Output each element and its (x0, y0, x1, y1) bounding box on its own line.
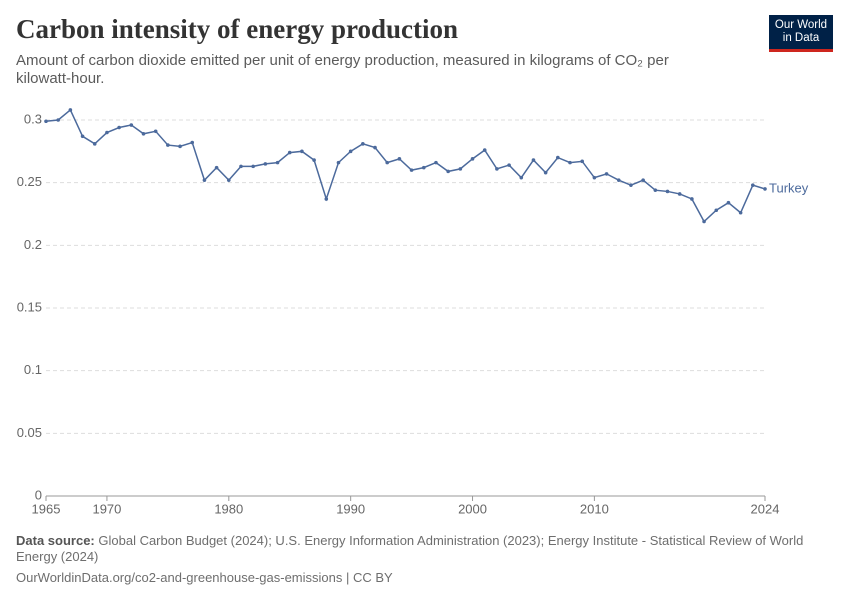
x-tick-label: 1980 (214, 501, 243, 516)
chart-title: Carbon intensity of energy production (16, 14, 459, 44)
data-point (397, 157, 402, 161)
data-point (348, 149, 353, 154)
logo-text: Our World (774, 19, 828, 31)
data-point (531, 158, 536, 162)
data-point (714, 208, 719, 213)
data-point (653, 188, 658, 192)
x-tick-label: 2000 (458, 501, 487, 516)
logo-text: in Data (782, 32, 820, 44)
data-point (275, 160, 280, 165)
data-point (202, 178, 207, 182)
data-point (495, 167, 499, 171)
x-tick-label: 2010 (580, 501, 609, 516)
data-point (482, 148, 487, 152)
x-tick-label: 2024 (751, 501, 780, 516)
data-point (409, 168, 414, 172)
data-point (677, 192, 682, 196)
data-point (458, 167, 463, 171)
data-point (556, 155, 560, 160)
data-point (166, 143, 170, 147)
data-point (738, 210, 743, 215)
data-point (592, 175, 597, 180)
data-point (141, 131, 146, 136)
data-point (336, 160, 341, 165)
y-tick-label: 0.05 (17, 425, 42, 440)
data-point (226, 178, 231, 182)
source-note: Data source: Global Carbon Budget (2024)… (16, 533, 816, 565)
data-point (616, 178, 621, 182)
data-point (470, 157, 475, 161)
logo[interactable]: Our World in Data (769, 15, 833, 52)
data-point (117, 125, 121, 130)
data-point (56, 118, 60, 122)
y-tick-label: 0.2 (24, 237, 42, 252)
data-point (726, 200, 731, 205)
source-url[interactable]: OurWorldinData.org/co2-and-greenhouse-ga… (16, 570, 393, 585)
data-point (763, 187, 767, 191)
data-point (68, 108, 73, 112)
data-point (568, 160, 572, 165)
data-point (580, 159, 585, 164)
data-point (604, 172, 609, 176)
source-text: Global Carbon Budget (2024); U.S. Energy… (16, 533, 804, 564)
data-point (543, 170, 548, 175)
y-tick-label: 0 (35, 487, 42, 502)
y-tick-label: 0.15 (17, 299, 42, 314)
data-point (300, 149, 304, 154)
data-point (519, 175, 524, 180)
data-point (178, 144, 182, 149)
chart-subtitle: Amount of carbon dioxide emitted per uni… (16, 52, 669, 87)
data-point (641, 178, 645, 182)
data-point (361, 142, 365, 146)
data-point (507, 163, 511, 167)
data-point (385, 160, 390, 165)
data-point (690, 197, 694, 201)
y-tick-label: 0.3 (24, 111, 42, 126)
data-point (190, 140, 195, 145)
data-point (446, 169, 450, 174)
x-tick-label: 1970 (92, 501, 121, 516)
data-point (312, 158, 316, 162)
data-point (44, 119, 48, 124)
data-point (239, 164, 243, 169)
data-point (80, 134, 85, 139)
data-point (373, 145, 377, 150)
data-point (751, 183, 755, 187)
series-line (45, 108, 766, 223)
data-point (129, 123, 134, 127)
data-point (665, 189, 670, 194)
x-tick-label: 1990 (336, 501, 365, 516)
data-point (251, 164, 255, 169)
data-point (263, 162, 268, 166)
data-point (92, 142, 97, 146)
y-tick-label: 0.1 (24, 362, 42, 377)
data-point (702, 219, 706, 224)
x-tick-label: 1965 (32, 501, 61, 516)
data-point (324, 197, 329, 201)
series-label: Turkey (769, 180, 809, 195)
data-point (287, 150, 292, 155)
data-point (421, 165, 426, 170)
data-point (214, 165, 219, 170)
data-point (153, 129, 158, 134)
data-point (105, 130, 109, 135)
data-point (434, 160, 438, 165)
source-label: Data source: (16, 533, 95, 548)
y-tick-label: 0.25 (17, 174, 42, 189)
data-point (629, 183, 633, 187)
